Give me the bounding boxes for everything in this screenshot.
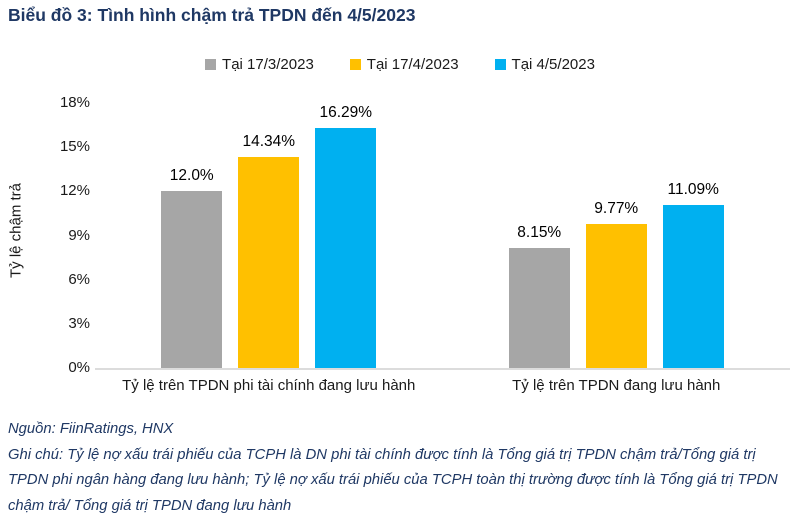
bar-column: 12.0% (161, 167, 223, 368)
x-axis-labels: Tỷ lệ trên TPDN phi tài chính đang lưu h… (95, 377, 790, 394)
plot-area: 12.0% 14.34% 16.29% 8.15% 9.77% 11.09% (95, 103, 790, 370)
source-note: Nguồn: FiinRatings, HNX (8, 421, 174, 437)
bar (508, 248, 570, 368)
legend-swatch (349, 59, 361, 70)
footnotes: Nguồn: FiinRatings, HNX Ghi chú: Tỷ lệ n… (8, 417, 794, 514)
bar-column: 16.29% (315, 104, 377, 368)
category-label: Tỷ lệ trên TPDN phi tài chính đang lưu h… (122, 377, 416, 394)
bar (315, 128, 377, 368)
legend-label: Tại 4/5/2023 (511, 56, 595, 73)
legend-item: Tại 4/5/2023 (494, 56, 595, 73)
bar-value-label: 16.29% (319, 104, 373, 122)
bar (238, 156, 300, 368)
legend-label: Tại 17/4/2023 (366, 56, 459, 73)
bar-value-label: 9.77% (594, 200, 639, 218)
bar-group: 8.15% 9.77% 11.09% (443, 103, 791, 368)
y-tick-label: 15% (59, 138, 90, 156)
y-tick-label: 9% (68, 226, 90, 244)
method-note: Ghi chú: Tỷ lệ nợ xấu trái phiếu của TCP… (8, 446, 778, 514)
y-tick-label: 6% (68, 270, 90, 288)
legend-swatch (494, 59, 506, 70)
y-axis-ticks: 0% 3% 6% 9% 12% 15% 18% (38, 94, 90, 376)
legend-item: Tại 17/4/2023 (349, 56, 459, 73)
bar-column: 14.34% (238, 132, 300, 368)
bar (585, 224, 647, 368)
bar-value-label: 14.34% (242, 132, 296, 150)
legend-swatch (205, 59, 217, 70)
y-tick-label: 18% (59, 94, 90, 111)
bar-column: 8.15% (508, 224, 570, 368)
bar-group: 12.0% 14.34% 16.29% (95, 103, 443, 368)
bar-value-label: 12.0% (169, 167, 214, 185)
legend: Tại 17/3/2023 Tại 17/4/2023 Tại 4/5/2023 (0, 56, 800, 73)
y-tick-label: 12% (59, 182, 90, 200)
legend-label: Tại 17/3/2023 (222, 56, 314, 73)
bar-column: 11.09% (662, 180, 724, 368)
bar-value-label: 11.09% (667, 180, 719, 198)
category-label: Tỷ lệ trên TPDN đang lưu hành (512, 377, 721, 394)
y-axis-title: Tỷ lệ chậm trả (7, 182, 25, 279)
chart-title: Biểu đồ 3: Tình hình chậm trả TPDN đến 4… (8, 5, 416, 25)
bar-value-label: 8.15% (517, 224, 562, 242)
y-tick-label: 0% (68, 359, 90, 376)
bar (662, 204, 724, 368)
legend-item: Tại 17/3/2023 (205, 56, 314, 73)
y-tick-label: 3% (68, 314, 90, 332)
bar (161, 191, 223, 368)
bar-column: 9.77% (585, 200, 647, 368)
